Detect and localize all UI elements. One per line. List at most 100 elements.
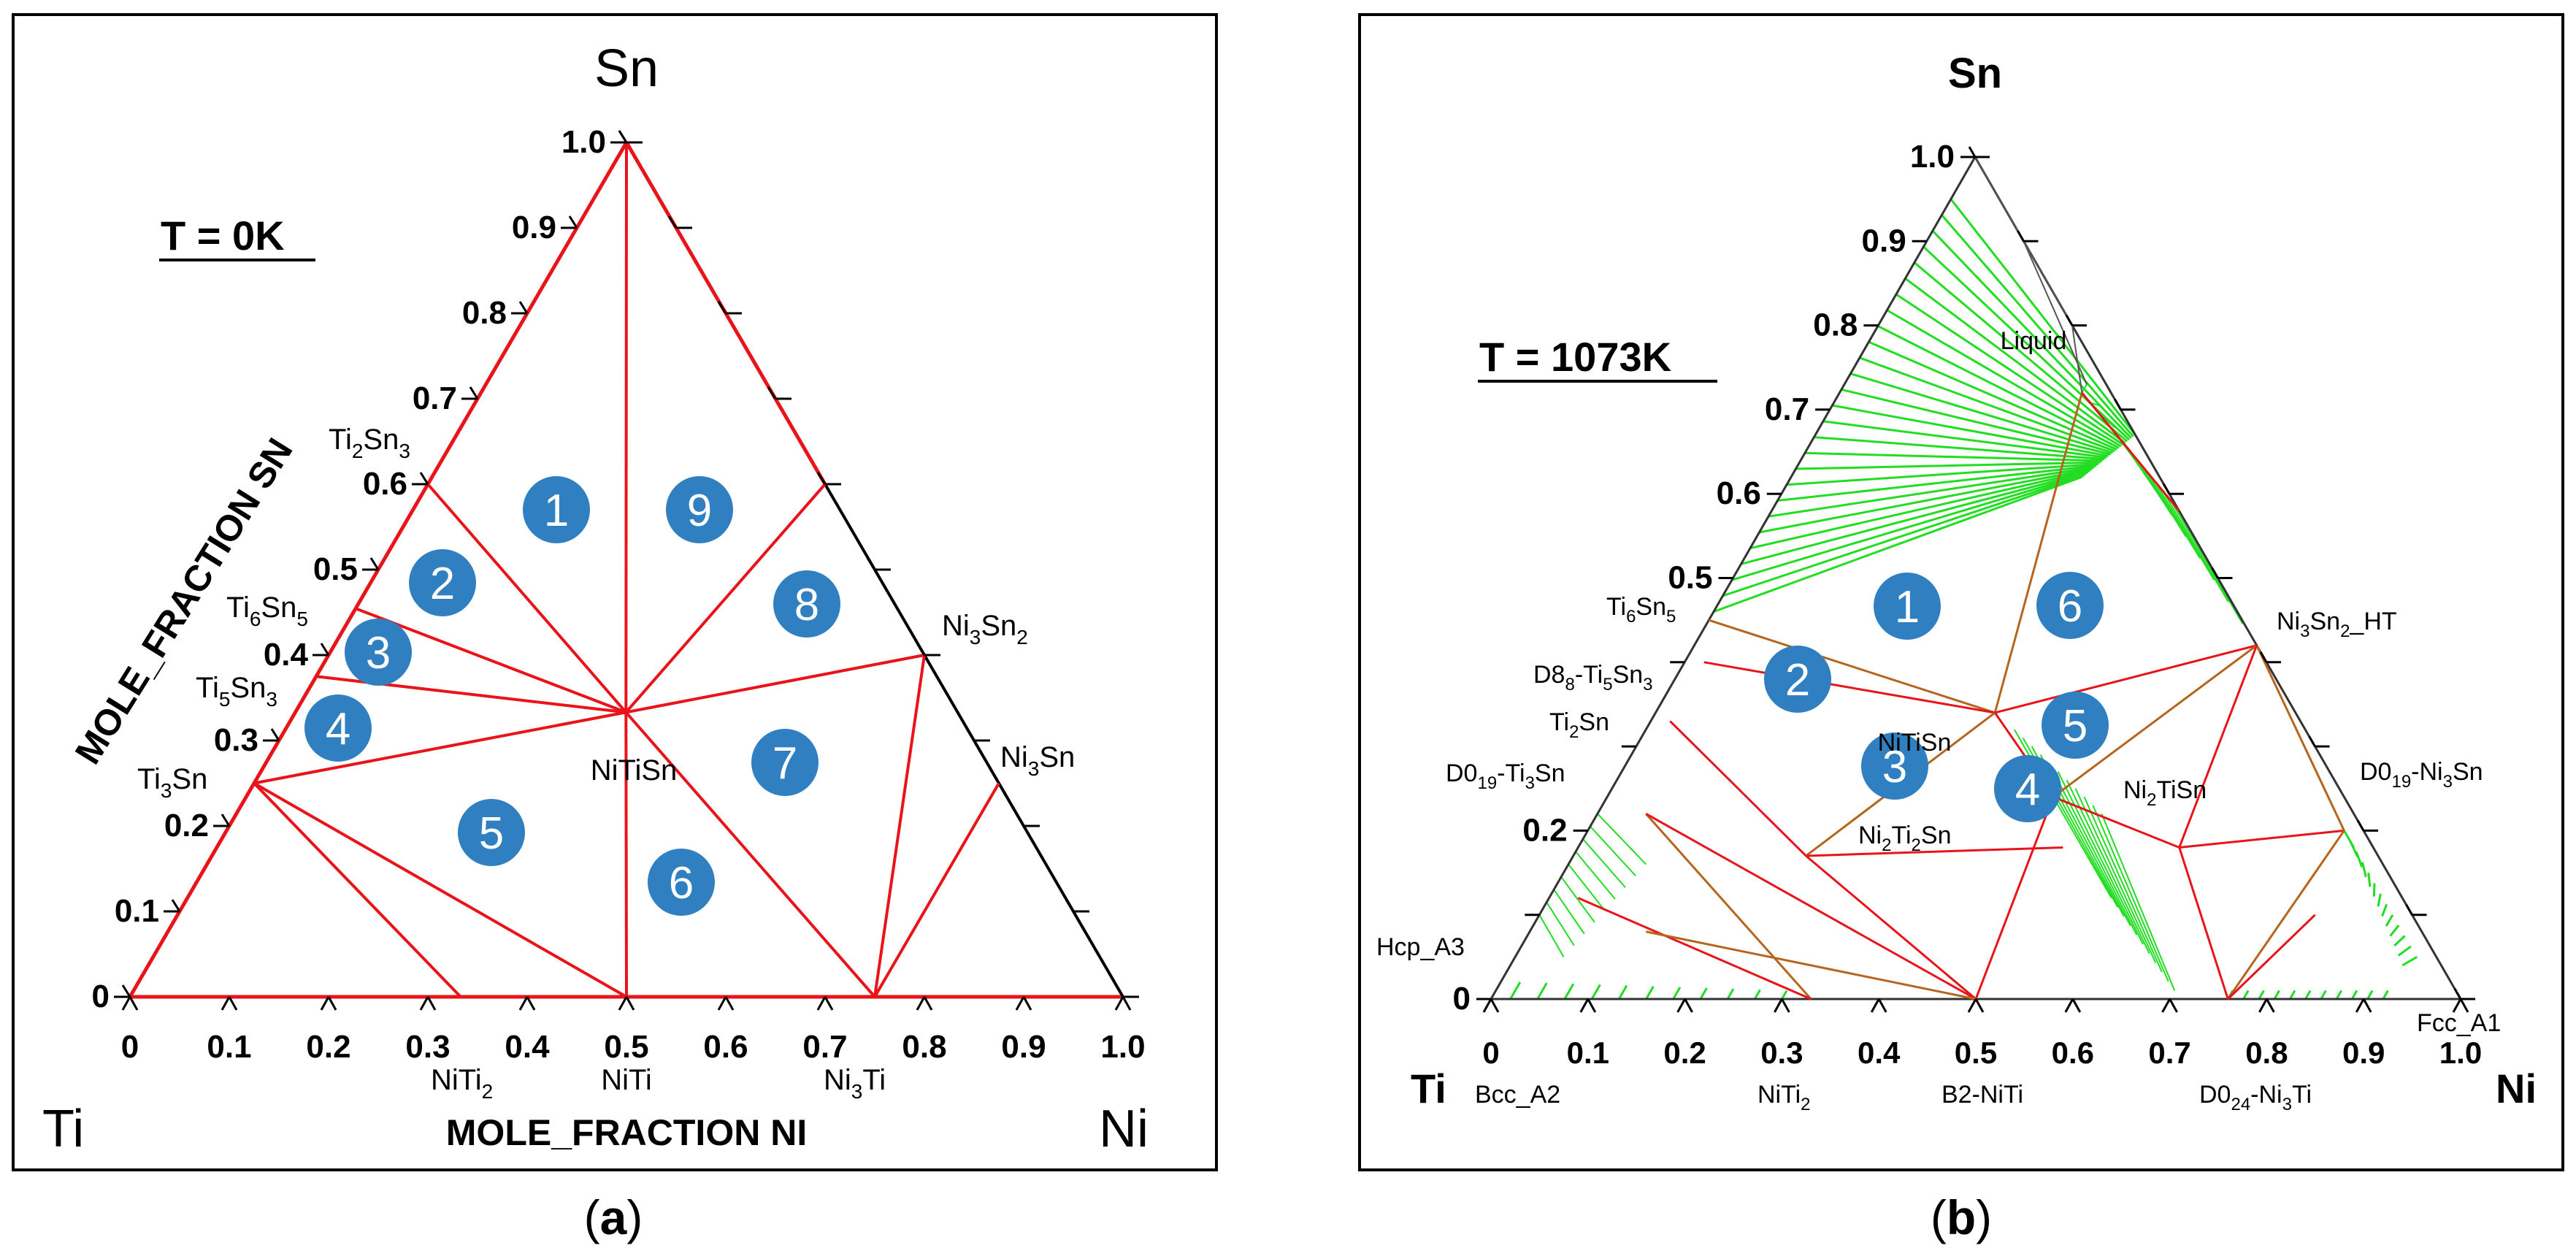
boundary-line-b [1806,846,2063,857]
panel-b-frame [1358,13,2564,1171]
tick-bottom-b [1774,998,1783,1013]
tie-line-bottom-left [1563,983,1575,1000]
tick-bottom [327,996,337,1011]
tick-label-bottom: 0 [121,1029,139,1065]
boundary-line-b [2178,847,2229,1000]
boundary-line-b [1703,661,1996,714]
boundary-line-b [1805,854,1977,1000]
boundary-line-NiTiSn-Ni3Sn2 [625,654,925,714]
tick-bottom [625,996,635,1011]
boundary-line-b [2255,645,2345,832]
tick-label-left: 0.6 [363,466,407,502]
region-badge-number: 6 [669,858,694,908]
region-badge-8 [773,570,840,638]
tick-bottom [426,996,437,1011]
tick-left [171,899,181,912]
tick-right-b [2453,988,2462,1000]
tie-line-ti-sn-liquid [1832,404,2109,457]
tick-bottom [228,996,238,1011]
tick-label-bottom: 0.2 [306,1029,350,1065]
tie-line-ti-sn-liquid [1768,466,2095,518]
region-badge-number-b: 1 [1895,582,1920,632]
tick-left [518,301,529,314]
tick-right-b [2017,230,2025,242]
tick-left [369,557,380,570]
liquid-region-outline [1974,156,2088,393]
tick-label-bottom: 0.3 [405,1029,450,1065]
label-nitisn: NiTiSn [591,754,678,787]
tick-bottom-b [2459,998,2469,1013]
boundary-line-Ti3Sn-NiTi [253,781,627,998]
tie-line-bottom-right [2366,990,2374,1000]
tie-line-ni-sn-liquid [2162,490,2229,602]
tie-line-ti3sn-hcp [1568,863,1606,911]
tick-bottom-b [2071,998,2082,1013]
tie-line-ni-sn-liquid [2154,481,2215,581]
tick-bottom [724,996,735,1011]
tick-bottom-b [1482,998,1492,1013]
tie-line-ti-sn-liquid [1731,472,2087,581]
region-badge-number: 9 [687,486,712,536]
tick-bottom-b [1684,998,1693,1013]
region-badge-number: 1 [544,486,569,536]
tick-left [320,643,330,656]
tick-label-left: 0.8 [462,295,507,331]
tick-bottom [320,996,330,1011]
tie-line-bottom-left [1781,990,1788,1000]
tie-line-ni3sn-fcc [2381,903,2388,917]
boundary-line-b [1708,619,1996,714]
tick-bottom-b [2161,998,2171,1013]
tie-line-ti-sn-liquid [1804,451,2103,462]
tick-bottom [923,996,933,1011]
tie-line-ti-sn-liquid [1795,461,2101,470]
region-badge-number-b: 3 [1882,742,1907,792]
boundary-line-b [2052,644,2258,798]
label-b2-niti: B2-NiTi [1941,1081,2023,1109]
boundary-line-b [2052,795,2180,849]
tie-line-ti3sn-hcp [1582,838,1626,888]
tie-line-bottom-left [1645,985,1655,1000]
boundary-line-NiTiSn-EdgeUp [624,483,827,713]
region-badge-number: 2 [430,559,455,609]
tick-label-bottom-b: 0.4 [1858,1036,1901,1070]
tie-line-center-band [2066,779,2150,954]
tick-bottom [221,996,231,1011]
panel-b-corner-sn: Sn [1948,50,2002,97]
tick-left [469,386,479,399]
boundary-line-Ti6Sn5-NiTiSn [355,607,627,714]
label-ni3sn2: Ni3Sn2 [942,610,1028,648]
label-d019-ti3sn: D019-Ti3Sn [1446,759,1565,793]
tie-line-bottom-left [1753,989,1761,1000]
panel-b: 0 0.1 0.2 0.3 0.4 0.5 0.6 0.7 0.8 0.9 1.0 0 0.2 0.5 0.… [1376,50,2537,1114]
tick-label-bottom-b: 0.2 [1663,1036,1706,1070]
tick-bottom [518,996,529,1011]
region-badge-b-5 [2042,692,2109,759]
tie-line-ti-sn-liquid [1841,388,2112,456]
tick-right-b [2114,399,2122,410]
region-badge-b-2 [1764,646,1831,713]
tie-line-ti-sn-liquid [1786,462,2099,486]
tie-line-bottom-left [1672,987,1682,1000]
boundary-line-b [1669,720,1807,857]
tick-label-bottom: 0.9 [1001,1029,1046,1065]
tie-line-ti-sn-liquid [1877,325,2120,449]
panel-a-region-badges: 1 234 5 6 7 8 9 [304,476,840,916]
tie-line-ni3sn-fcc [2385,914,2394,927]
boundary-line-b [2227,914,2316,1000]
tick-label-left: 0.7 [413,380,457,416]
tick-label-left-b: 0 [1453,981,1471,1017]
panel-a-frame [12,13,1218,1171]
region-badge-number-b: 5 [2063,701,2088,751]
tick-bottom [121,996,131,1011]
tie-line-bottom-left [1699,987,1708,1000]
label-fcc-a1: Fcc_A1 [2417,1009,2501,1037]
tie-line-ti-sn-liquid [1814,436,2105,461]
boundary-line-b [1994,644,2258,714]
label-niti2-b: NiTi2 [1757,1081,1811,1114]
tie-line-ti-sn-liquid [1931,230,2132,439]
tick-bottom-b [2266,998,2275,1013]
tick-label-left-b: 0.9 [1862,223,1906,259]
tick-right-b [2308,735,2316,747]
tie-line-ni3sn-fcc [2377,893,2382,907]
tie-line-ti3sn-hcp [1553,889,1585,935]
